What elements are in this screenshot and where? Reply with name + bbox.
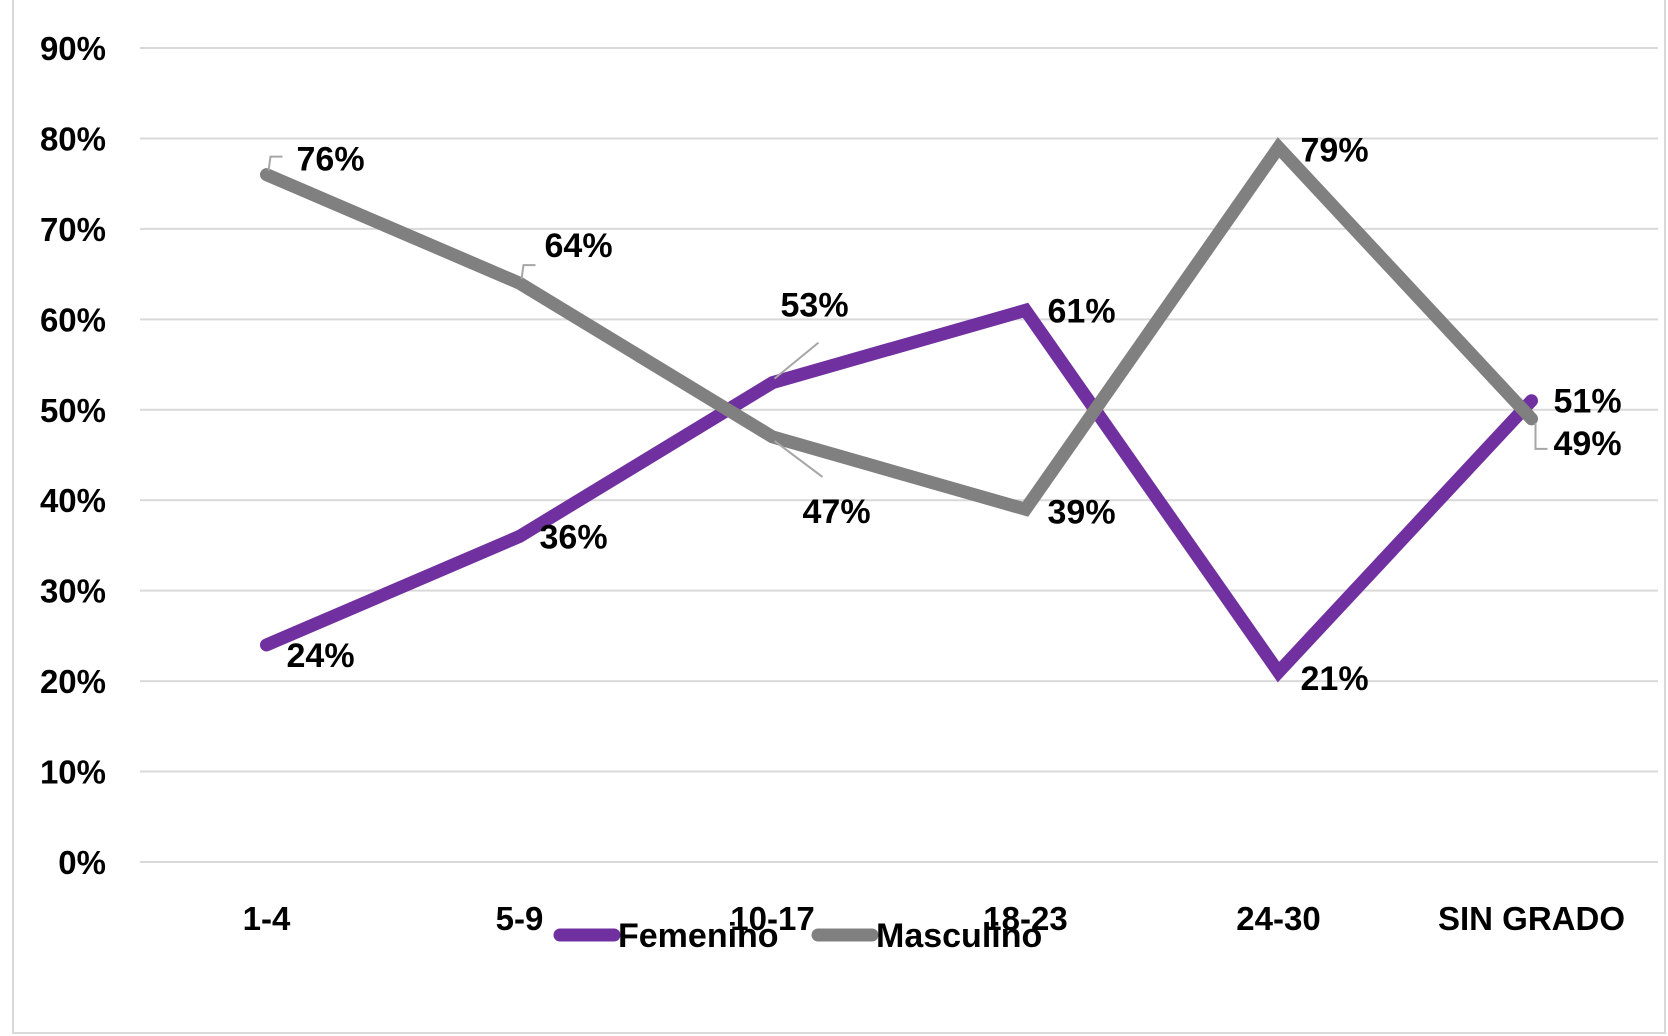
data-label-femenino: 61% [1048, 292, 1116, 330]
y-tick-label: 90% [40, 30, 106, 67]
y-tick-label: 30% [40, 573, 106, 610]
x-tick-label: 1-4 [243, 900, 291, 937]
y-tick-label: 40% [40, 482, 106, 519]
y-tick-label: 20% [40, 663, 106, 700]
x-axis: 1-4 5-9 10-17 18-23 24-30 SIN GRADO [243, 900, 1625, 937]
label-leader-line [773, 440, 824, 478]
y-tick-label: 50% [40, 392, 106, 429]
data-label-femenino: 51% [1554, 383, 1622, 421]
label-leaders [267, 155, 1548, 478]
x-tick-label: SIN GRADO [1438, 900, 1625, 937]
label-leader-line [520, 264, 536, 280]
series-line-masculino [260, 137, 1538, 517]
series-lines [260, 137, 1538, 683]
data-label-masculino: 76% [297, 141, 365, 179]
data-labels: 24% 36% 53% 61% 21% 51% 76% 64% 47% 39% 79% 49% [287, 131, 1622, 698]
y-tick-label: 10% [40, 754, 106, 791]
series-line-femenino [260, 302, 1538, 683]
data-label-masculino: 79% [1301, 131, 1369, 169]
y-tick-label: 0% [58, 844, 106, 881]
data-label-femenino: 36% [540, 518, 608, 556]
y-tick-label: 80% [40, 120, 106, 157]
label-leader-line [267, 155, 283, 171]
legend: Femenino Masculino [553, 917, 1042, 955]
data-label-femenino: 21% [1301, 660, 1369, 698]
label-leader-line [773, 341, 820, 380]
x-tick-label: 5-9 [496, 900, 544, 937]
data-label-femenino: 53% [781, 287, 849, 325]
data-label-masculino: 49% [1554, 425, 1622, 463]
y-axis: 0% 10% 20% 30% 40% 50% 60% 70% 80% 90% [40, 30, 106, 881]
y-tick-label: 60% [40, 301, 106, 338]
x-tick-label: 10-17 [730, 900, 814, 937]
label-leader-line [1534, 422, 1548, 450]
data-label-femenino: 24% [287, 637, 355, 675]
x-tick-label: 24-30 [1236, 900, 1320, 937]
data-label-masculino: 64% [545, 227, 613, 265]
gridlines [140, 47, 1658, 863]
data-label-masculino: 47% [803, 493, 871, 531]
legend-label-masculino: Masculino [876, 917, 1042, 955]
x-tick-label: 18-23 [983, 900, 1067, 937]
y-tick-label: 70% [40, 211, 106, 248]
data-label-masculino: 39% [1048, 493, 1116, 531]
legend-label-femenino: Femenino [618, 917, 779, 955]
